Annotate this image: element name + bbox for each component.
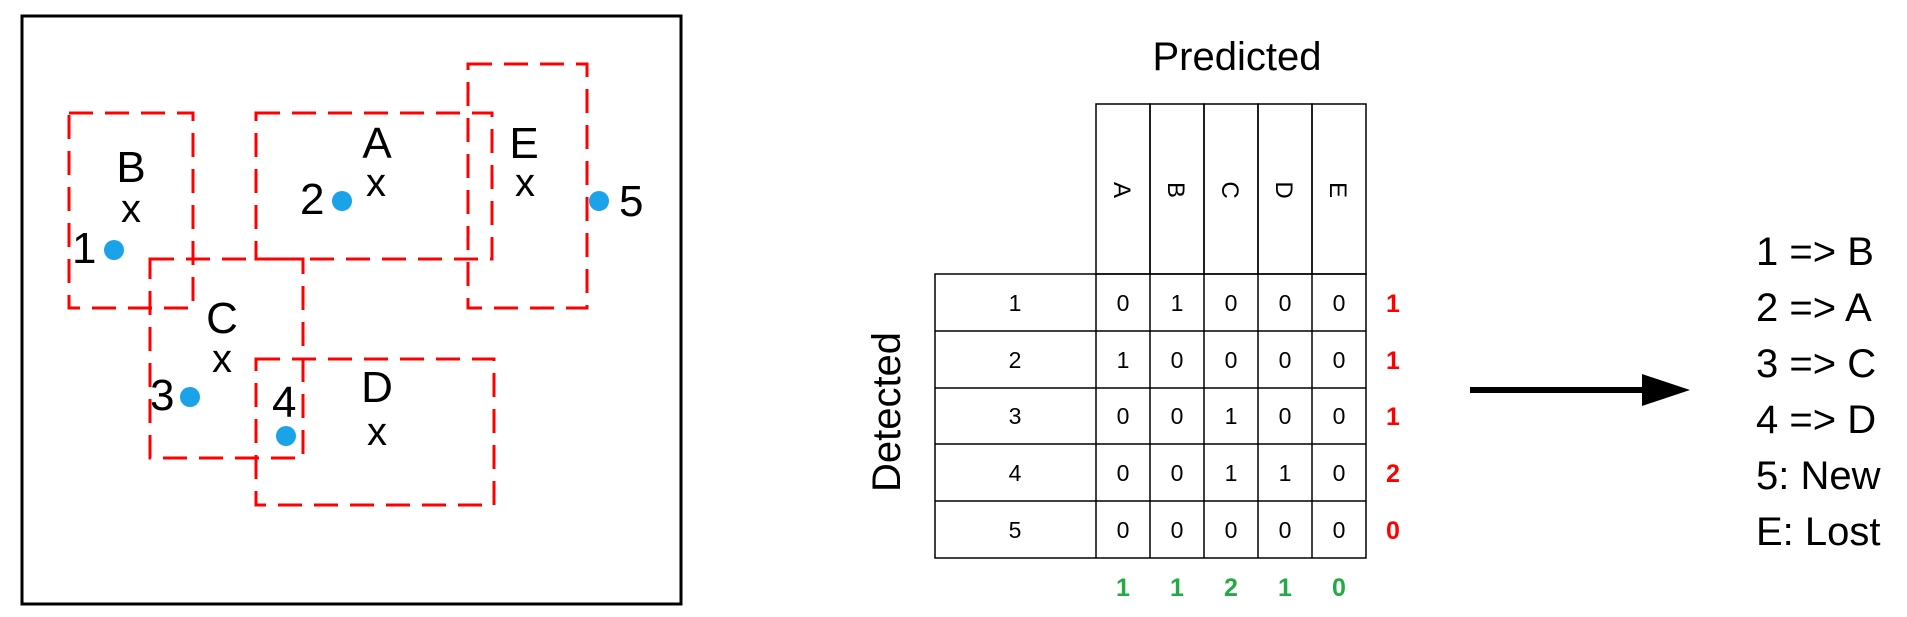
result-line: 2 => A: [1756, 286, 1872, 330]
result-line: E: Lost: [1756, 510, 1881, 554]
matrix-cell: 1: [1117, 347, 1130, 373]
matrix-cell: 0: [1333, 403, 1346, 429]
matrix-cell: 0: [1225, 347, 1238, 373]
matrix-column-total: 1: [1116, 574, 1130, 602]
matrix-row-total: 2: [1386, 460, 1400, 488]
arrow-right-icon: [1470, 374, 1690, 406]
detection-point-1: [104, 240, 124, 260]
detection-point-2: [332, 191, 352, 211]
box-label-D: D: [361, 363, 393, 412]
result-line: 4 => D: [1756, 398, 1876, 442]
matrix-cell: 0: [1333, 517, 1346, 543]
matrix-cell: 0: [1279, 403, 1292, 429]
matrix-row-title: Detected: [865, 332, 909, 492]
matrix-cell: 0: [1225, 290, 1238, 316]
box-center-marker-B: x: [121, 187, 141, 231]
matrix-cell: 0: [1171, 347, 1184, 373]
matrix-column-label-D: D: [1270, 181, 1297, 198]
matrix-cell: 0: [1171, 517, 1184, 543]
detection-point-5: [589, 191, 609, 211]
matrix-cell: 0: [1333, 347, 1346, 373]
detection-label-4: 4: [272, 378, 296, 427]
matrix-cell: 0: [1279, 517, 1292, 543]
matrix-row-label: 3: [1009, 403, 1022, 429]
association-matrix: Predicted Detected A B C D E: [865, 35, 1400, 602]
matrix-row-label: 4: [1009, 460, 1022, 486]
box-label-C: C: [206, 294, 238, 343]
matrix-cell: 1: [1225, 460, 1238, 486]
matrix-cell: 0: [1225, 517, 1238, 543]
matrix-column-label-E: E: [1324, 182, 1351, 198]
result-line: 1 => B: [1756, 230, 1874, 274]
matrix-cell: 1: [1279, 460, 1292, 486]
detection-label-1: 1: [72, 224, 96, 273]
matrix-column-label-C: C: [1216, 181, 1243, 198]
box-B: [67, 111, 195, 310]
matrix-cell: 1: [1225, 403, 1238, 429]
matrix-cell: 0: [1333, 290, 1346, 316]
box-center-marker-A: x: [366, 161, 386, 205]
matrix-cell: 0: [1117, 517, 1130, 543]
box-A: [254, 111, 494, 261]
matrix-column-label-A: A: [1108, 182, 1135, 198]
matrix-cell: 0: [1117, 403, 1130, 429]
matrix-column-label-B: B: [1162, 182, 1189, 198]
matrix-row-total: 1: [1386, 347, 1400, 375]
matrix-cell: 0: [1279, 347, 1292, 373]
matrix-row-label: 1: [1009, 290, 1022, 316]
matrix-cell: 1: [1171, 290, 1184, 316]
matrix-cell: 0: [1333, 460, 1346, 486]
matrix-cell: 0: [1171, 460, 1184, 486]
box-E: [466, 62, 589, 310]
detection-label-2: 2: [300, 175, 324, 224]
association-results: 1 => B 2 => A 3 => C 4 => D 5: New E: Lo…: [1756, 230, 1881, 554]
matrix-row-total: 0: [1386, 517, 1400, 545]
scene-panel: B A E C D x x x x x 1 2 3 4 5: [20, 14, 683, 606]
detection-point-4: [276, 426, 296, 446]
matrix-cell: 0: [1117, 290, 1130, 316]
matrix-column-total: 2: [1224, 574, 1238, 602]
matrix-cell: 0: [1279, 290, 1292, 316]
box-center-marker-C: x: [212, 337, 232, 381]
matrix-column-total: 0: [1332, 574, 1346, 602]
detection-label-5: 5: [619, 177, 643, 226]
matrix-row-total: 1: [1386, 290, 1400, 318]
matrix-cell: 0: [1117, 460, 1130, 486]
matrix-row-label: 2: [1009, 347, 1022, 373]
matrix-column-total: 1: [1278, 574, 1292, 602]
matrix-column-title: Predicted: [1153, 35, 1322, 79]
scene-frame: [20, 14, 683, 606]
box-D: [254, 357, 496, 507]
result-line: 5: New: [1756, 454, 1881, 498]
detection-label-3: 3: [150, 371, 174, 420]
box-label-A: A: [362, 119, 392, 168]
matrix-row-total: 1: [1386, 403, 1400, 431]
matrix-column-total: 1: [1170, 574, 1184, 602]
box-label-E: E: [509, 119, 538, 168]
box-label-B: B: [116, 143, 145, 192]
matrix-cell: 0: [1171, 403, 1184, 429]
box-center-marker-D: x: [367, 410, 387, 454]
result-line: 3 => C: [1756, 342, 1876, 386]
detection-point-3: [180, 387, 200, 407]
matrix-row-label: 5: [1009, 517, 1022, 543]
box-center-marker-E: x: [515, 161, 535, 205]
